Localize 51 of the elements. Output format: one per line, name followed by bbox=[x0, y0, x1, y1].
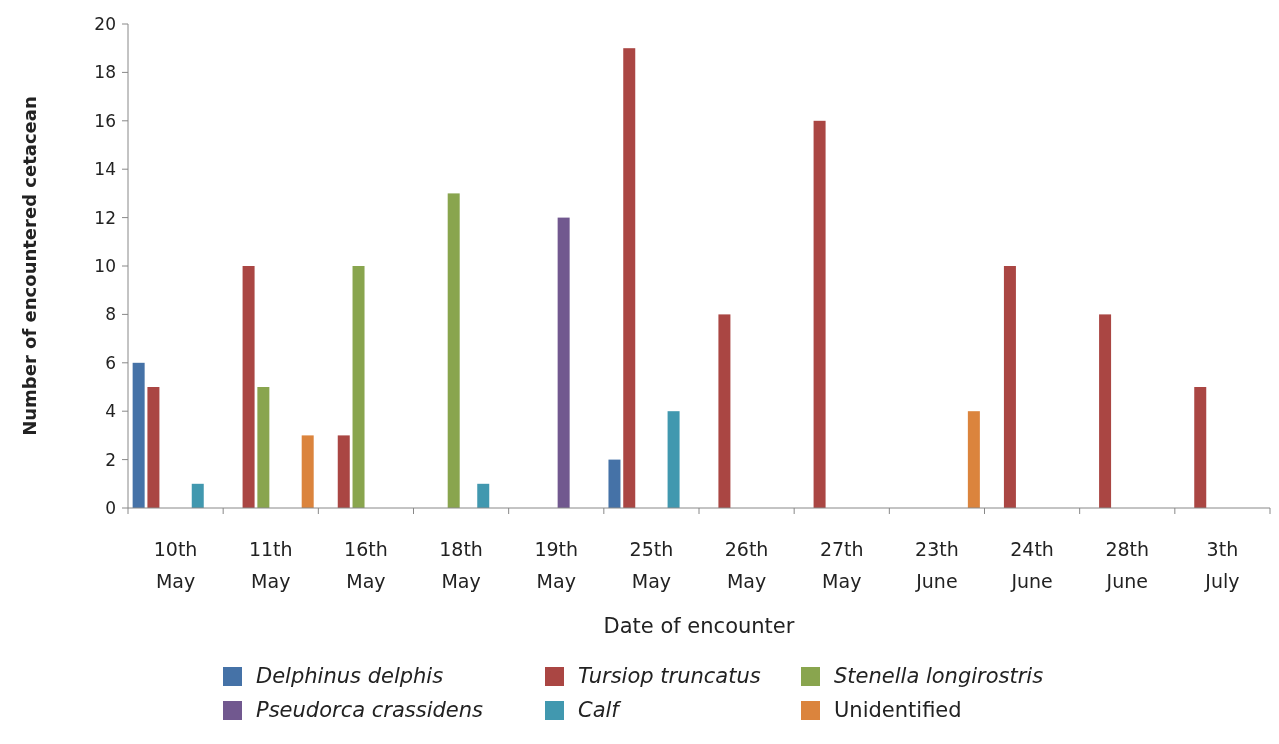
legend-label: Calf bbox=[578, 698, 623, 723]
x-tick-label: 25th May bbox=[629, 538, 674, 592]
bar bbox=[1194, 387, 1207, 508]
y-tick-label: 12 bbox=[94, 207, 116, 228]
legend-label: Tursiop truncatus bbox=[578, 664, 761, 689]
bar bbox=[147, 387, 160, 508]
bar bbox=[557, 217, 570, 508]
bar bbox=[608, 459, 621, 508]
bar bbox=[623, 48, 636, 508]
x-tick-label: 3th July bbox=[1204, 538, 1240, 592]
y-tick-label: 20 bbox=[94, 13, 116, 34]
y-tick-label: 2 bbox=[105, 449, 116, 470]
x-tick-label: 27th May bbox=[819, 538, 864, 592]
y-axis-title: Number of encountered cetacean bbox=[19, 96, 40, 436]
legend-label: Pseudorca crassidens bbox=[256, 698, 484, 723]
bar bbox=[132, 362, 145, 508]
x-tick-label: 23th June bbox=[915, 538, 959, 592]
y-tick-label: 6 bbox=[105, 352, 116, 373]
y-tick-label: 14 bbox=[94, 159, 116, 180]
x-axis-title: Date of encounter bbox=[603, 614, 795, 638]
legend-label: Stenella longirostris bbox=[834, 664, 1044, 689]
y-tick-label: 8 bbox=[105, 304, 116, 325]
bar bbox=[447, 193, 460, 508]
bar bbox=[718, 314, 731, 508]
y-tick-label: 18 bbox=[94, 62, 116, 83]
bar bbox=[477, 483, 490, 508]
x-tick-label: 16th May bbox=[344, 538, 388, 592]
y-tick-label: 0 bbox=[105, 497, 116, 518]
x-tick-label: 19th May bbox=[534, 538, 579, 592]
legend-label: Unidentified bbox=[834, 698, 962, 723]
bar bbox=[352, 266, 365, 508]
bar bbox=[1099, 314, 1112, 508]
y-tick-label: 16 bbox=[94, 110, 116, 131]
bar bbox=[257, 387, 270, 508]
bar bbox=[813, 120, 826, 508]
bar bbox=[191, 483, 204, 508]
x-tick-label: 28th June bbox=[1105, 538, 1150, 592]
bar bbox=[242, 266, 255, 508]
bar bbox=[337, 435, 350, 508]
bar bbox=[301, 435, 314, 508]
x-tick-label: 10th May bbox=[153, 538, 198, 592]
y-tick-label: 10 bbox=[94, 255, 116, 276]
x-tick-label: 18th May bbox=[439, 538, 483, 592]
bar bbox=[967, 411, 980, 508]
y-tick-label: 4 bbox=[105, 401, 116, 422]
x-tick-label: 11th May bbox=[248, 538, 293, 592]
bar bbox=[667, 411, 680, 508]
bar bbox=[1003, 266, 1016, 508]
x-tick-label: 26th May bbox=[724, 538, 769, 592]
legend-label: Delphinus delphis bbox=[256, 664, 444, 689]
x-tick-label: 24th June bbox=[1010, 538, 1054, 592]
